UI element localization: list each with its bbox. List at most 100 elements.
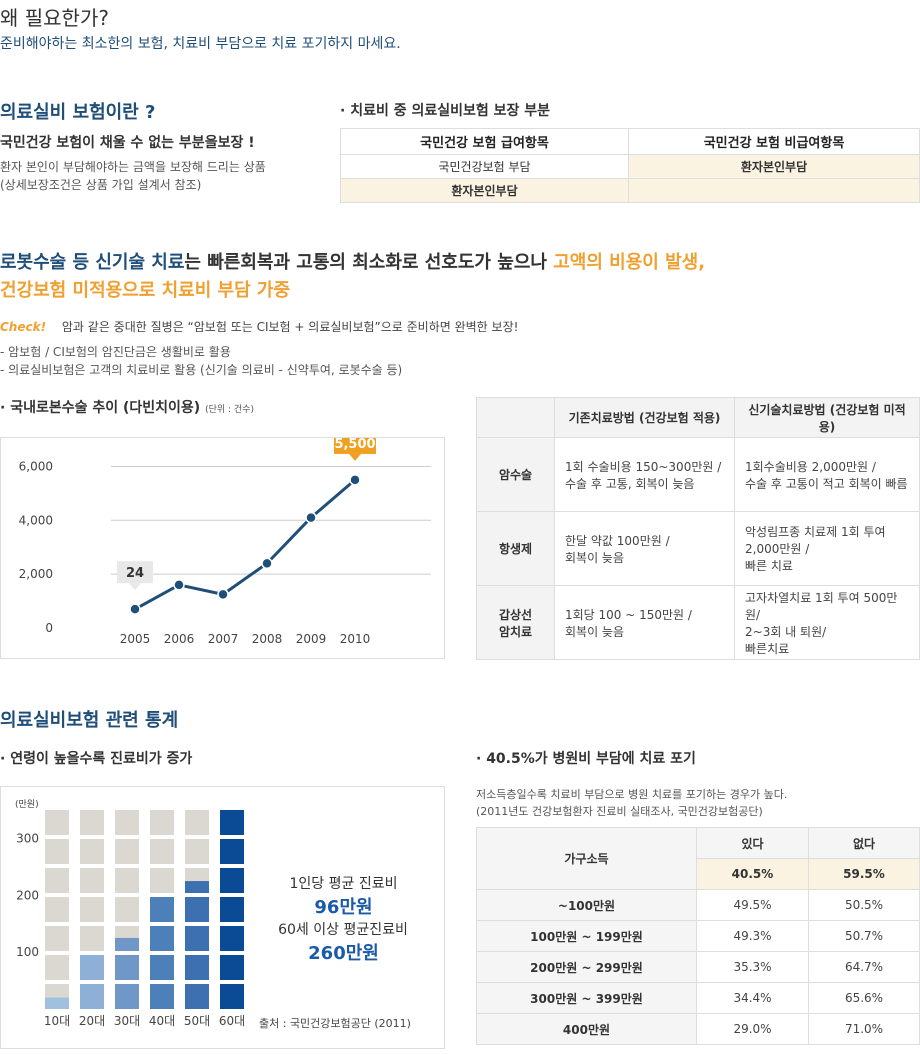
line-chart-box: 0 2,000 4,000 6,000 2005 2006 2007 2008 2009 2010… [0,431,445,659]
data-point [305,511,317,524]
x-tick-label: 20대 [79,1014,105,1028]
total-no: 59.5% [808,858,920,890]
income-row-no: 64.7% [808,951,920,983]
income-header: 가구소득 [476,827,697,890]
source-note: 출처 : 국민건강보험공단 (2011) [259,1017,411,1030]
compare-cell-new: 악성림프종 치료제 1회 투여 2,000만원 / 빠른 치료 [734,511,920,586]
x-tick-label: 40대 [149,1014,175,1028]
x-tick-label: 2007 [208,632,239,646]
income-row-no: 50.7% [808,920,920,952]
x-tick-label: 50대 [184,1014,210,1028]
cell-line: 빠른 치료 [745,559,793,573]
bullet-2: - 의료실비보험은 고객의 치료비로 활용 (신기술 의료비 - 신약투여, 로… [0,363,403,377]
bar-fill-segment [115,937,139,951]
y-tick-label: 100 [16,945,39,959]
bar-background-segment [45,810,69,835]
bar-background-segment [150,839,174,864]
intro-desc-2: (상세보장조건은 상품 가입 설계서 참조) [0,178,202,192]
bar-background-segment [80,868,104,893]
income-row-label: 200만원 ~ 299만원 [476,951,697,983]
cell-line: 1회수술비용 2,000만원 / [745,459,876,474]
bar-fill-segment [185,897,209,922]
yes-header: 있다 [696,827,809,859]
compare-row-name: 암수술 [476,437,555,512]
line-chart-heading: · 국내로본수술 추이 (다빈치이용) (단위 : 건수) [0,397,254,417]
giveup-desc-1: 저소득층일수록 치료비 부담으로 병원 치료를 포기하는 경우가 높다. [476,788,788,801]
compare-cell-new: 고자차열치료 1회 투여 500만원/2~3회 내 퇴원/빠른치료 [734,585,920,660]
robot-headline-part-c: 고액의 비용이 발생, [553,252,706,273]
coverage-r1c1: 국민건강보험 부담 [340,154,629,179]
bar-fill-segment [150,926,174,951]
y-tick-label: 4,000 [19,513,53,527]
bar-fill-segment [150,955,174,980]
annotation-label: 5,500 [334,438,375,452]
avg-label: 1인당 평균 진료비 [289,876,398,892]
y-tick-label: 300 [16,831,39,845]
cell-line: 빠른치료 [745,641,790,656]
cell-line: 2~3회 내 퇴원/ [745,624,827,639]
income-row-no: 65.6% [808,982,920,1014]
bar-fill-segment [220,810,244,835]
bar-fill-segment [220,984,244,1009]
bar-background-segment [45,897,69,922]
line-chart-title: · 국내로본수술 추이 (다빈치이용) [0,400,201,416]
bar-fill-segment [185,955,209,980]
data-point [173,579,185,591]
cell-line: 수술 후 고통이 적고 회복이 빠름 [745,476,908,491]
giveup-desc-2: (2011년도 건강보험환자 진료비 실태조사, 국민건강보험공단) [476,805,763,818]
income-row-yes: 49.5% [696,889,809,921]
bar-background-segment [45,868,69,893]
cell-line: 1회당 100 ~ 150만원 / [565,607,692,622]
bar-fill-segment [220,926,244,951]
x-tick-label: 2010 [340,632,371,646]
line-chart: 0 2,000 4,000 6,000 2005 2006 2007 2008 2009 2010… [19,431,431,646]
bar-background-segment [115,897,139,922]
intro-headline: 국민건강 보험이 채울 수 없는 부분을보장 ! [0,135,255,151]
compare-cell-new: 1회수술비용 2,000만원 / 수술 후 고통이 적고 회복이 빠름 [734,437,920,512]
cell-line: 악성림프종 치료제 1회 투여 [745,525,886,539]
line-chart-unit: (단위 : 건수) [205,405,254,415]
bar-fill-segment [80,984,104,1009]
compare-corner [476,397,555,438]
cell-line: 갑상선 [498,607,533,622]
bar-background-segment [45,839,69,864]
data-point [217,588,229,601]
x-tick-label: 2008 [252,632,283,646]
bar-fill-segment [185,926,209,951]
check-line: Check! 암과 같은 중대한 질병은 “암보험 또는 CI보험 + 의료실비… [0,318,518,335]
check-text: 암과 같은 중대한 질병은 “암보험 또는 CI보험 + 의료실비보험”으로 준… [61,320,519,334]
bar-fill-segment [220,839,244,864]
age-bar-chart: 100 200 300 (만원) 10대 20대 30대 40대 50대 60대 [15,799,245,1028]
income-row-label: 400만원 [476,1013,697,1045]
page-subtitle: 준비해야하는 최소한의 보험, 치료비 부담으로 치료 포기하지 마세요. [0,36,401,52]
compare-row-name: 항생제 [476,511,555,586]
income-table: 가구소득 있다 없다 40.5% 59.5% ~100만원 49.5% 50.5% … [476,827,920,1045]
intro-desc-1: 환자 본인이 부담해야하는 금액을 보장해 드리는 상품 [0,160,266,174]
x-tick-label: 60대 [219,1014,245,1028]
robot-headline-part-b: 는 빠른회복과 고통의 최소화로 선호도가 높으나 [184,252,554,273]
compare-header-new: 신기술치료방법 (건강보험 미적용) [734,397,920,438]
cell-line: 1회 수술비용 150~300만원 / [565,459,722,474]
senior-value: 260만원 [308,943,379,964]
stats-title: 의료실비보험 관련 통계 [0,710,179,731]
y-tick-label: 2,000 [19,567,53,581]
bar-fill-segment [220,868,244,893]
data-point [261,557,273,570]
compare-cell-old: 한달 약값 100만원 / 회복이 늦음 [554,511,735,586]
bar-fill-segment [80,955,104,980]
income-row-yes: 49.3% [696,920,809,952]
bar-background-segment [115,839,139,864]
y-tick-label: 200 [16,888,39,902]
compare-cell-old: 1회당 100 ~ 150만원 / 회복이 늦음 [554,585,735,660]
robot-headline-1: 로봇수술 등 신기술 치료는 빠른회복과 고통의 최소화로 선호도가 높으나 고… [0,248,705,274]
avg-value: 96만원 [314,897,373,918]
bar-fill-segment [115,955,139,980]
cell-line: 2,000만원 / [745,542,810,556]
coverage-r1c2: 환자본인부담 [628,154,920,179]
income-row-label: 300만원 ~ 399만원 [476,982,697,1014]
annotation-label: 24 [126,566,144,581]
intro-title: 의료실비 보험이란 ? [0,102,156,123]
income-row-no: 50.5% [808,889,920,921]
cell-line: 고자차열치료 1회 투여 500만원/ [745,590,898,622]
compare-table: 기존치료방법 (건강보험 적용) 신기술치료방법 (건강보험 미적용) 암수술 … [476,397,920,660]
